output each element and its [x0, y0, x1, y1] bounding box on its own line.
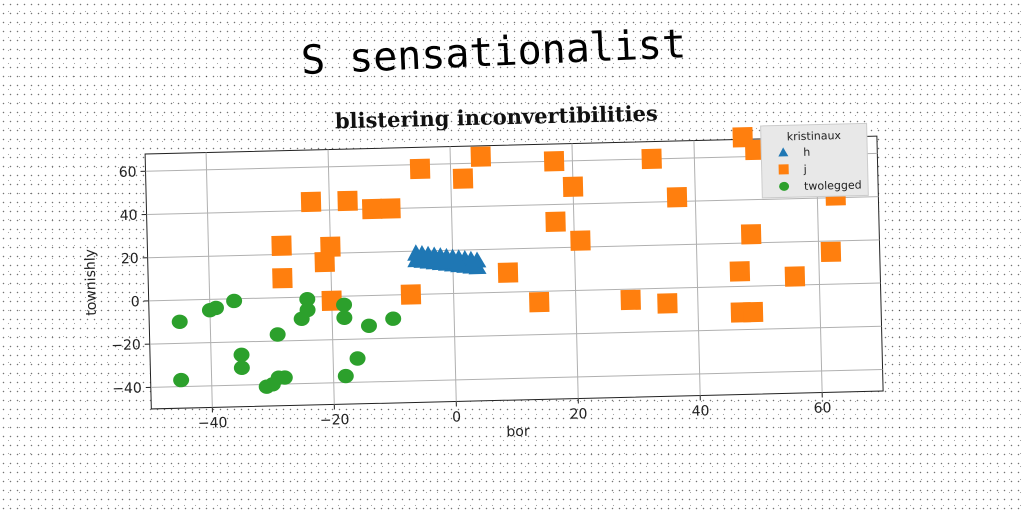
x-tick-label: 0 — [452, 409, 461, 425]
data-point-twolegged — [269, 327, 286, 342]
data-point-j — [744, 139, 766, 161]
data-point-j — [620, 289, 641, 311]
x-grid-line — [693, 140, 701, 396]
x-axis-label: bor — [506, 424, 530, 441]
legend-box — [760, 122, 869, 199]
data-point-j — [729, 261, 751, 282]
data-point-j — [271, 235, 292, 257]
data-point-twolegged — [207, 300, 224, 316]
x-tick-label: −40 — [198, 415, 228, 432]
y-grid-line — [149, 325, 882, 345]
data-point-twolegged — [336, 310, 353, 325]
data-point-h — [462, 255, 481, 273]
data-point-twolegged — [385, 311, 402, 326]
y-tick-label: 20 — [121, 251, 139, 267]
y-tick-label: 0 — [131, 294, 140, 310]
data-point-j — [497, 262, 519, 283]
legend-label: j — [803, 163, 807, 176]
data-point-j — [740, 224, 762, 245]
data-point-twolegged — [337, 368, 354, 384]
data-point-twolegged — [233, 347, 250, 363]
x-tick-label: 40 — [691, 403, 709, 419]
data-point-j — [361, 198, 383, 220]
data-point-twolegged — [349, 351, 366, 366]
data-point-j — [543, 151, 565, 172]
legend-marker-j — [778, 164, 789, 175]
legend-marker-twolegged — [779, 181, 790, 191]
x-grid-line — [449, 146, 457, 402]
data-point-h — [425, 250, 444, 267]
data-point-j — [409, 158, 431, 180]
data-point-j — [380, 198, 401, 219]
data-point-h — [413, 248, 432, 265]
y-tick-label: −40 — [112, 381, 142, 398]
data-point-j — [820, 241, 842, 263]
y-grid-line — [148, 282, 881, 302]
legend-title: kristinaux — [787, 129, 842, 143]
data-point-twolegged — [173, 372, 190, 388]
data-point-j — [562, 176, 584, 198]
data-point-j — [657, 293, 678, 314]
data-point-j — [300, 191, 322, 213]
data-point-twolegged — [336, 297, 353, 312]
data-point-twolegged — [258, 379, 275, 394]
legend-item-h: h — [778, 146, 810, 159]
data-point-twolegged — [270, 370, 287, 385]
legend-label: twolegged — [804, 179, 862, 193]
series-twolegged — [171, 291, 402, 394]
data-point-j — [545, 211, 566, 233]
y-tick-label: 40 — [120, 208, 138, 224]
data-point-j — [337, 190, 358, 212]
data-point-j — [529, 291, 550, 313]
data-point-j — [452, 168, 474, 189]
x-grid-line — [205, 152, 213, 408]
y-grid-line — [146, 196, 879, 215]
legend-marker-h — [778, 147, 789, 157]
data-point-j — [742, 301, 764, 323]
x-tick-label: 60 — [813, 400, 831, 416]
legend: kristinaux hj twolegged — [760, 122, 869, 199]
data-point-h — [450, 254, 469, 271]
data-point-twolegged — [226, 293, 243, 309]
y-tick-label: 60 — [119, 165, 137, 181]
data-point-j — [570, 230, 591, 251]
x-tick-label: −20 — [320, 412, 350, 429]
data-point-j — [400, 284, 422, 305]
data-point-twolegged — [233, 360, 250, 376]
legend-label: h — [803, 146, 810, 159]
legend-item-twolegged: twolegged — [779, 179, 862, 193]
data-point-twolegged — [360, 318, 377, 333]
y-tick-label: −20 — [111, 337, 141, 354]
legend-item-j: j — [778, 163, 807, 176]
data-point-j — [272, 267, 293, 289]
axis-ticks: −40 −20 0 20 40 60 −40 −20 0 20 40 60 — [111, 165, 832, 432]
y-axis-label: townishly — [82, 249, 100, 316]
data-point-j — [666, 186, 688, 208]
data-point-twolegged — [299, 302, 316, 318]
chart-title: blistering inconvertibilities — [335, 100, 658, 133]
data-point-twolegged — [299, 291, 316, 307]
x-tick-label: 20 — [569, 406, 587, 422]
series-h — [407, 244, 487, 275]
data-point-j — [641, 148, 662, 170]
data-point-j — [784, 266, 806, 287]
data-point-j — [314, 251, 335, 273]
data-point-j — [470, 146, 492, 167]
x-grid-line — [327, 149, 335, 405]
data-point-h — [437, 252, 456, 269]
data-point-j — [320, 236, 341, 257]
data-point-twolegged — [171, 314, 188, 329]
